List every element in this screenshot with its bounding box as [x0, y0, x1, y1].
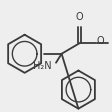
- Text: O: O: [76, 12, 83, 22]
- Text: O: O: [97, 36, 104, 46]
- Text: H₂N: H₂N: [33, 61, 52, 71]
